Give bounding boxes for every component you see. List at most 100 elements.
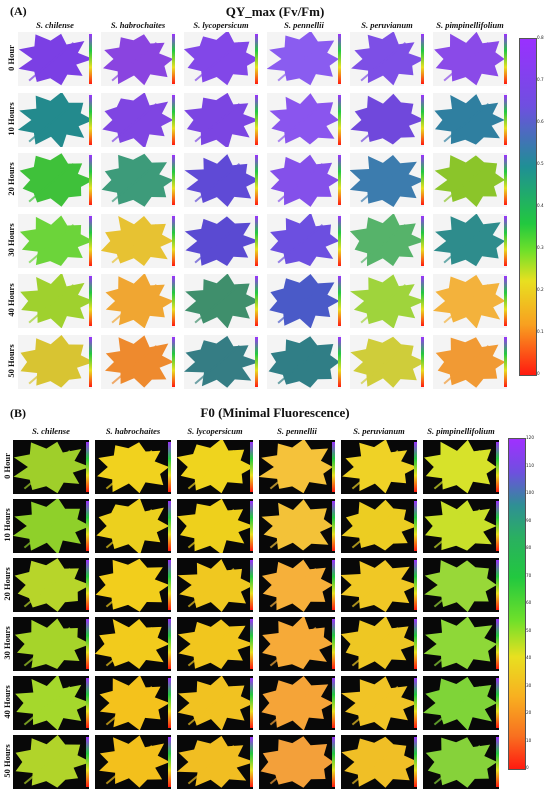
column-header-5: S. pimpinellifolium (436, 20, 504, 30)
row-label-0: 0 Hour (2, 453, 12, 479)
leaf-image-tile (101, 32, 175, 86)
tile-mini-colorbar (414, 737, 417, 787)
leaf-image-tile (341, 440, 417, 494)
leaf-image-tile (13, 440, 89, 494)
leaf-fluorescence-image (341, 499, 417, 553)
tile-mini-colorbar (86, 442, 89, 492)
tile-mini-colorbar (255, 276, 258, 326)
tile-mini-colorbar (86, 737, 89, 787)
leaf-fluorescence-image (259, 617, 335, 671)
leaf-fluorescence-image (18, 153, 92, 207)
leaf-fluorescence-image (184, 92, 258, 147)
tile-mini-colorbar (332, 619, 335, 669)
leaf-fluorescence-image (341, 676, 417, 730)
leaf-image-tile (184, 32, 258, 86)
panel-a-letter: (A) (10, 4, 27, 18)
leaf-image-tile (423, 735, 499, 789)
leaf-fluorescence-image (433, 92, 507, 147)
row-label-2: 20 Hours (2, 567, 12, 601)
leaf-fluorescence-image (267, 153, 341, 207)
leaf-image-tile (267, 334, 341, 389)
leaf-fluorescence-image (95, 558, 171, 612)
tile-mini-colorbar (421, 94, 424, 145)
colorbar-tick-label: 120 (526, 435, 534, 440)
leaf-fluorescence-image (184, 274, 258, 328)
tile-mini-colorbar (338, 276, 341, 326)
leaf-fluorescence-image (423, 499, 499, 553)
leaf-fluorescence-image (184, 334, 258, 389)
tile-mini-colorbar (332, 678, 335, 728)
panel-a-title: QY_max (Fv/Fm) (225, 4, 325, 19)
tile-mini-colorbar (255, 336, 258, 387)
leaf-fluorescence-image (433, 334, 507, 389)
leaf-fluorescence-image (13, 558, 89, 612)
leaf-fluorescence-image (267, 334, 341, 389)
leaf-image-tile (184, 334, 258, 389)
colorbar-tick-label: 0.8 (537, 35, 544, 40)
panel-b-title: F0 (Minimal Fluorescence) (200, 405, 350, 420)
leaf-image-tile (267, 274, 341, 328)
leaf-image-tile (184, 274, 258, 328)
leaf-fluorescence-image (350, 153, 424, 207)
tile-mini-colorbar (504, 94, 507, 145)
leaf-image-tile (350, 334, 424, 389)
leaf-fluorescence-image (341, 558, 417, 612)
colorbar-tick-label: 0.4 (537, 203, 544, 208)
leaf-image-tile (101, 334, 175, 389)
leaf-fluorescence-image (101, 274, 175, 328)
leaf-fluorescence-image (177, 617, 253, 671)
leaf-image-tile (259, 617, 335, 671)
leaf-image-tile (101, 274, 175, 328)
leaf-image-tile (259, 499, 335, 553)
leaf-fluorescence-image (101, 213, 175, 268)
leaf-fluorescence-image (184, 32, 258, 86)
leaf-fluorescence-image (177, 440, 253, 494)
leaf-image-tile (95, 735, 171, 789)
tile-mini-colorbar (89, 34, 92, 84)
colorbar-tick-label: 110 (526, 462, 534, 468)
leaf-image-tile (423, 499, 499, 553)
tile-mini-colorbar (421, 276, 424, 326)
tile-mini-colorbar (414, 501, 417, 551)
tile-mini-colorbar (250, 442, 253, 492)
column-header-4: S. peruvianum (361, 20, 413, 30)
leaf-fluorescence-image (433, 32, 507, 86)
leaf-image-tile (18, 153, 92, 207)
leaf-image-tile (267, 213, 341, 268)
leaf-fluorescence-image (95, 499, 171, 553)
tile-mini-colorbar (421, 34, 424, 84)
tile-mini-colorbar (338, 336, 341, 387)
tile-mini-colorbar (86, 501, 89, 551)
colorbar-tick-label: 70 (526, 572, 532, 578)
leaf-image-tile (18, 334, 92, 389)
tile-mini-colorbar (86, 678, 89, 728)
colorbar-tick-label: 0.6 (537, 119, 544, 124)
leaf-image-tile (95, 440, 171, 494)
leaf-image-tile (423, 558, 499, 612)
leaf-image-tile (177, 440, 253, 494)
leaf-fluorescence-image (18, 274, 92, 328)
tile-mini-colorbar (338, 215, 341, 266)
leaf-fluorescence-image (18, 334, 92, 389)
leaf-image-tile (177, 499, 253, 553)
leaf-fluorescence-image (423, 676, 499, 730)
colorbar-tick-label: 0.7 (537, 77, 544, 82)
leaf-fluorescence-image (177, 558, 253, 612)
row-label-3: 30 Hours (6, 222, 16, 257)
leaf-image-tile (350, 32, 424, 86)
colorbar-tick-label: 30 (526, 682, 532, 688)
tile-mini-colorbar (255, 155, 258, 205)
leaf-fluorescence-image (177, 735, 253, 789)
tile-mini-colorbar (172, 155, 175, 205)
leaf-fluorescence-image (184, 153, 258, 207)
leaf-image-tile (423, 440, 499, 494)
leaf-fluorescence-image (13, 735, 89, 789)
leaf-fluorescence-image (267, 32, 341, 86)
leaf-image-tile (267, 92, 341, 147)
colorbar-tick-label: 0.2 (537, 287, 544, 292)
colorbar-tick-label: 10 (526, 737, 532, 743)
leaf-image-tile (433, 153, 507, 207)
leaf-image-tile (18, 213, 92, 268)
leaf-image-tile (13, 499, 89, 553)
leaf-image-tile (184, 213, 258, 268)
